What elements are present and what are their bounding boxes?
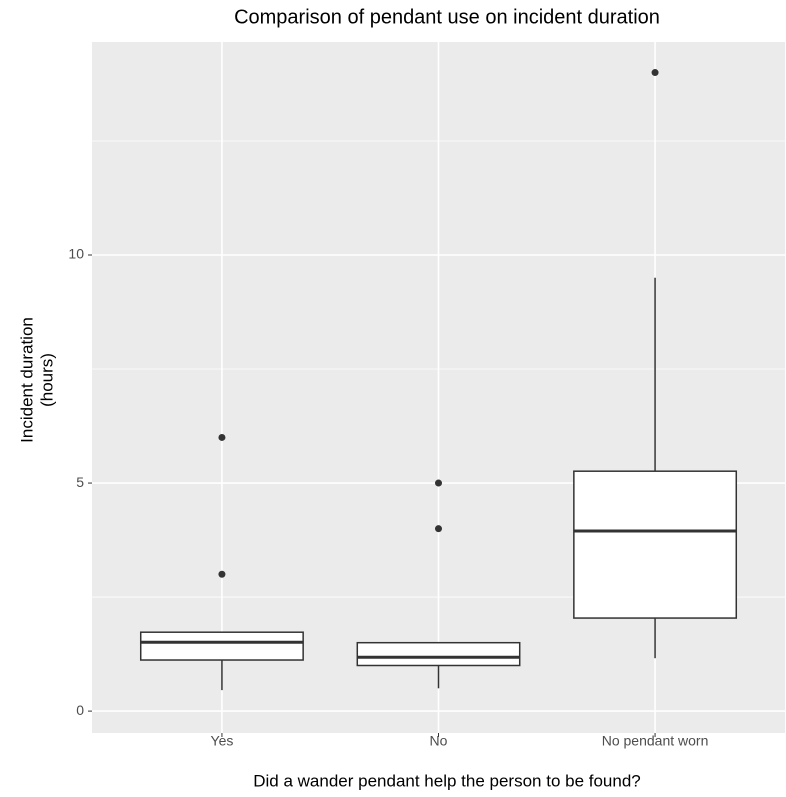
outlier [651,69,659,77]
y-tick-label: 0 [76,702,84,718]
outlier [218,570,226,578]
outlier [435,479,442,487]
x-tick-label: No [430,733,448,749]
outlier [435,525,442,533]
box [573,470,738,619]
y-axis-title: Incident duration [17,317,36,443]
chart-title: Comparison of pendant use on incident du… [234,6,660,28]
x-tick-label: Yes [211,733,234,749]
y-tick-label: 5 [76,474,84,490]
y-tick-label: 10 [68,246,84,262]
box [356,641,521,667]
x-tick-label: No pendant worn [602,733,709,749]
outlier [218,433,226,441]
x-axis-title: Did a wander pendant help the person to … [253,771,641,790]
y-axis-title: (hours) [37,353,56,407]
box [139,631,304,661]
